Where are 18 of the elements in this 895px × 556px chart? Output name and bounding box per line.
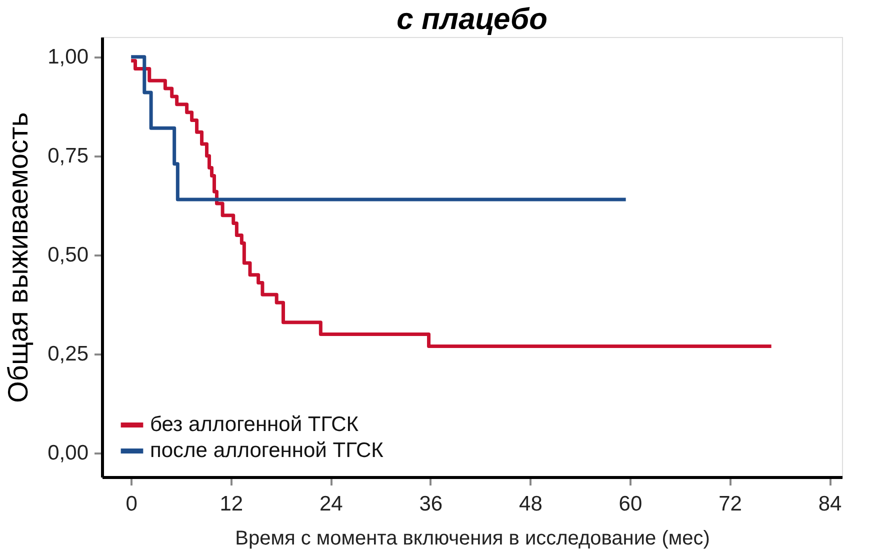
- x-tick-label: 48: [519, 492, 542, 516]
- x-axis-title: Время с момента включения в исследование (мес): [235, 528, 710, 550]
- x-tick-label: 84: [818, 492, 842, 516]
- y-axis-title: Общая выживаемость: [2, 112, 34, 403]
- x-tick-label: 60: [618, 492, 642, 516]
- y-tick-label: 0,00: [48, 442, 88, 465]
- legend-label: без аллогенной ТГСК: [150, 413, 360, 436]
- x-tick-label: 0: [126, 492, 138, 516]
- x-tick-label: 36: [419, 492, 443, 516]
- x-tick-label: 72: [718, 492, 742, 516]
- y-tick-label: 1,00: [48, 45, 88, 68]
- y-tick-label: 0,75: [48, 144, 88, 168]
- x-tick-label: 12: [220, 492, 244, 516]
- y-tick-label: 0,50: [48, 244, 88, 267]
- legend-label: после аллогенной ТГСК: [150, 439, 384, 462]
- chart-title: с плацебо: [396, 3, 548, 36]
- x-tick-label: 24: [319, 492, 344, 516]
- y-tick-label: 0,25: [48, 342, 88, 366]
